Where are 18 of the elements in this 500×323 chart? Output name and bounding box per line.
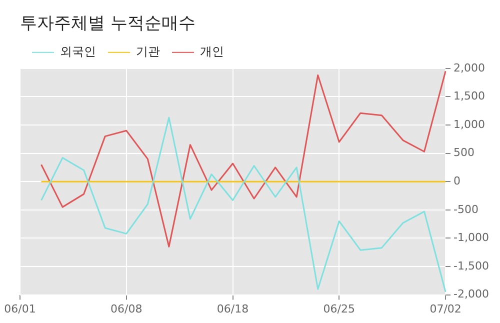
x-tick-label: 06/18 — [216, 302, 249, 316]
x-tick-label: 07/02 — [430, 302, 462, 316]
x-tick-label: 06/08 — [110, 302, 142, 316]
y-tick-label: 500 — [454, 146, 475, 160]
y-tick-label: 0 — [454, 174, 461, 188]
x-tick-label: 06/25 — [323, 302, 356, 316]
legend-label: 기관 — [136, 44, 160, 59]
y-tick-label: 1,000 — [454, 118, 486, 131]
y-tick-label: -1,500 — [454, 259, 490, 272]
y-tick-label: 2,000 — [454, 61, 486, 74]
y-tick-label: -2,000 — [454, 288, 490, 301]
y-tick-label: 1,500 — [454, 90, 486, 103]
legend-label: 개인 — [200, 44, 224, 59]
x-tick-label: 06/01 — [4, 302, 36, 316]
legend-label: 외국인 — [60, 44, 96, 59]
chart-title: 투자주체별 누적순매수 — [20, 14, 196, 34]
y-tick-label: -1,000 — [454, 231, 490, 244]
y-tick-label: -500 — [454, 202, 479, 216]
